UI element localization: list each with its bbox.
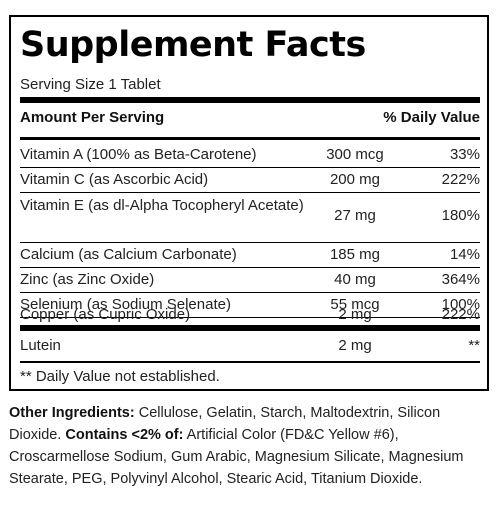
footnote: ** Daily Value not established.	[20, 368, 220, 385]
nutrient-amount: 2 mg	[338, 337, 372, 354]
table-row: Zinc (as Zinc Oxide) 40 mg 364%	[20, 268, 480, 292]
amount-per-serving-header: Amount Per Serving	[20, 109, 165, 126]
nutrient-name: Calcium (as Calcium Carbonate)	[20, 246, 237, 263]
header-divider	[20, 137, 480, 140]
nutrient-amount: 300 mcg	[326, 146, 384, 163]
thick-divider	[20, 97, 480, 103]
nutrient-daily-value: 14%	[449, 246, 480, 263]
other-ingredients: Other Ingredients: Cellulose, Gelatin, S…	[9, 402, 483, 490]
nutrient-daily-value: 364%	[441, 271, 480, 288]
nutrient-name: Vitamin E (as dl-Alpha Tocopheryl Acetat…	[20, 197, 304, 214]
nutrient-amount: 2 mg	[338, 306, 372, 323]
nutrient-amount: 185 mg	[329, 246, 381, 263]
nutrient-daily-value: 33%	[449, 146, 480, 163]
nutrient-daily-value: 222%	[441, 306, 480, 323]
nutrient-name: Selenium (as Sodium Selenate)	[20, 296, 231, 313]
nutrient-daily-value: **	[468, 337, 480, 354]
row-divider	[20, 267, 480, 268]
table-row: Vitamin C (as Ascorbic Acid) 200 mg 222%	[20, 168, 480, 192]
other-ingredients-label: Other Ingredients:	[9, 405, 135, 421]
table-row: Selenium (as Sodium Selenate) 55 mcg 100…	[20, 293, 480, 317]
nutrient-name: Lutein	[20, 337, 61, 354]
nutrient-name: Copper (as Cupric Oxide)	[20, 306, 191, 323]
daily-value-header: % Daily Value	[383, 109, 480, 126]
table-row: Vitamin E (as dl-Alpha Tocopheryl Acetat…	[20, 193, 480, 241]
nutrient-amount: 55 mcg	[330, 296, 380, 313]
nutrient-name: Vitamin A (100% as Beta-Carotene)	[20, 146, 257, 163]
nutrient-name: Vitamin C (as Ascorbic Acid)	[20, 171, 209, 188]
other-ingredients-text: Cellulose, Gelatin, Starch, Maltodextrin…	[9, 405, 441, 443]
row-divider	[20, 242, 480, 243]
row-divider	[20, 317, 480, 318]
contains-text: Artificial Color (FD&C Yellow #6), Crosc…	[9, 427, 464, 487]
thick-divider	[20, 325, 480, 331]
supplement-facts-panel: Supplement Facts Serving Size 1 Tablet A…	[9, 15, 489, 391]
table-row: Vitamin A (100% as Beta-Carotene) 300 mc…	[20, 143, 480, 167]
footnote-divider	[20, 361, 480, 363]
nutrient-amount: 200 mg	[329, 171, 381, 188]
table-row: Calcium (as Calcium Carbonate) 185 mg 14…	[20, 243, 480, 267]
row-divider	[20, 167, 480, 168]
nutrient-amount: 40 mg	[334, 271, 376, 288]
nutrient-amount: 27 mg	[334, 207, 376, 224]
nutrient-name: Zinc (as Zinc Oxide)	[20, 271, 155, 288]
row-divider	[20, 292, 480, 293]
nutrient-daily-value: 100%	[441, 296, 480, 313]
serving-size: Serving Size 1 Tablet	[20, 76, 161, 93]
table-header: Amount Per Serving % Daily Value	[20, 106, 480, 130]
table-row: Lutein 2 mg **	[20, 335, 480, 359]
table-row: Copper (as Cupric Oxide) 2 mg 222%	[20, 306, 480, 341]
contains-label: Contains <2% of:	[65, 427, 184, 443]
nutrient-daily-value: 180%	[441, 207, 480, 224]
nutrient-daily-value: 222%	[441, 171, 480, 188]
row-divider	[20, 192, 480, 193]
panel-title: Supplement Facts	[20, 25, 366, 65]
